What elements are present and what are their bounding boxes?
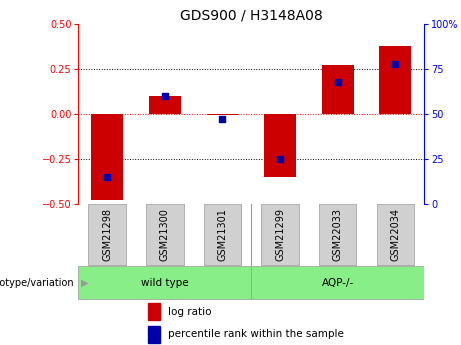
- Text: GSM21300: GSM21300: [160, 208, 170, 261]
- Text: GSM21298: GSM21298: [102, 208, 112, 261]
- Point: [392, 61, 399, 66]
- Text: GSM22034: GSM22034: [390, 208, 400, 261]
- Text: AQP-/-: AQP-/-: [322, 278, 354, 288]
- Title: GDS900 / H3148A08: GDS900 / H3148A08: [180, 9, 323, 23]
- Text: genotype/variation: genotype/variation: [0, 278, 74, 288]
- Bar: [377, 204, 414, 265]
- Text: GSM21299: GSM21299: [275, 208, 285, 261]
- Bar: [261, 204, 299, 265]
- Bar: [78, 266, 251, 299]
- Bar: [251, 266, 424, 299]
- Bar: [149, 96, 181, 114]
- Bar: [379, 46, 411, 114]
- Text: GSM21301: GSM21301: [218, 208, 227, 261]
- Point: [161, 93, 169, 99]
- Bar: [319, 204, 356, 265]
- Bar: [89, 204, 126, 265]
- Point: [103, 174, 111, 179]
- Text: log ratio: log ratio: [168, 307, 211, 317]
- Bar: [264, 114, 296, 177]
- Bar: [148, 303, 160, 320]
- Bar: [207, 114, 238, 115]
- Point: [334, 79, 341, 84]
- Text: GSM22033: GSM22033: [333, 208, 343, 261]
- Bar: [146, 204, 183, 265]
- Text: ▶: ▶: [81, 278, 88, 288]
- Bar: [148, 326, 160, 343]
- Text: wild type: wild type: [141, 278, 189, 288]
- Bar: [204, 204, 241, 265]
- Bar: [322, 66, 354, 114]
- Text: percentile rank within the sample: percentile rank within the sample: [168, 329, 343, 339]
- Point: [219, 117, 226, 122]
- Point: [277, 156, 284, 161]
- Bar: [91, 114, 123, 200]
